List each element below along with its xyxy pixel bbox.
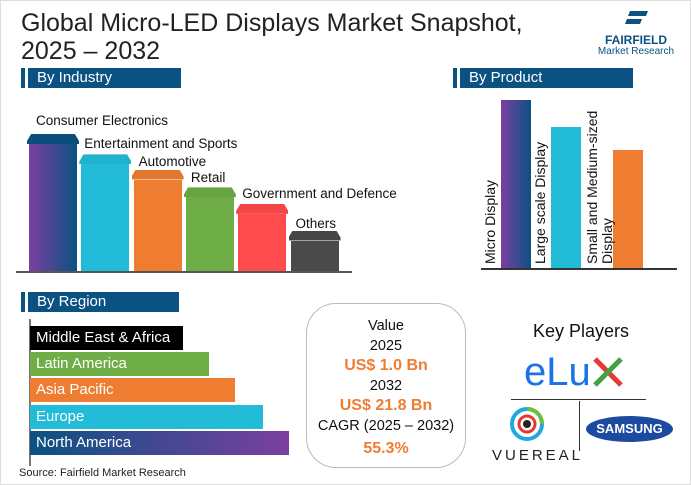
title-line-1: Global Micro-LED Displays Market Snapsho… [21, 9, 523, 37]
region-bar: Asia Pacific [30, 378, 235, 403]
industry-label: Entertainment and Sports [84, 136, 238, 152]
product-bar [551, 126, 581, 268]
vuereal-icon [510, 407, 544, 441]
fairfield-logo-icon [625, 11, 648, 24]
section-header-region: By Region [21, 292, 179, 312]
elux-logo: eLu [524, 351, 625, 393]
value-year-2032: 2032 [369, 378, 403, 394]
industry-bar-cap [236, 203, 289, 214]
region-bar: North America [30, 430, 289, 455]
section-header-product: By Product [453, 68, 633, 88]
product-label: Large scale Display [532, 141, 548, 264]
industry-bar [288, 230, 341, 271]
industry-bar [27, 134, 79, 271]
players-divider [511, 399, 646, 400]
product-bar [613, 150, 643, 268]
source-note: Source: Fairfield Market Research [19, 467, 186, 479]
industry-bar [236, 203, 289, 271]
industry-label: Others [295, 215, 337, 231]
industry-bar-cap [79, 154, 132, 165]
cagr-value: 55.3% [363, 440, 409, 457]
industry-bar [131, 169, 184, 271]
product-bar [501, 100, 531, 268]
value-year-2025: 2025 [369, 338, 403, 354]
region-bar: Europe [30, 404, 264, 429]
value-2032: US$ 21.8 Bn [339, 397, 433, 414]
logo-sub: Market Research [597, 46, 675, 57]
players-divider-vertical [579, 401, 580, 451]
region-bar: Latin America [30, 352, 209, 377]
industry-label: Government and Defence [242, 185, 397, 201]
industry-label: Consumer Electronics [36, 113, 169, 128]
industry-bar-cap [288, 230, 341, 241]
vuereal-logo: VUEREAL [492, 447, 584, 464]
key-players-title: Key Players [532, 321, 630, 341]
product-label: Micro Display [482, 179, 498, 264]
industry-label: Automotive [138, 153, 207, 169]
region-axis [29, 319, 31, 466]
logo-name: FAIRFIELD [605, 33, 667, 47]
value-label: Value [367, 318, 404, 334]
industry-bar [183, 187, 236, 271]
product-label: Small and Medium-sized Display [584, 110, 615, 264]
value-box: Value 2025 US$ 1.0 Bn 2032 US$ 21.8 Bn C… [306, 303, 466, 468]
elux-x-icon [592, 357, 623, 387]
industry-bar [79, 154, 132, 271]
title-line-2: 2025 – 2032 [21, 37, 161, 65]
industry-bar-cap [27, 134, 79, 144]
section-header-industry: By Industry [21, 68, 181, 88]
elux-text: eLu [524, 350, 591, 394]
fairfield-logo: FAIRFIELD Market Research [591, 9, 681, 57]
industry-bar-cap [131, 169, 184, 180]
samsung-logo: SAMSUNG [586, 416, 673, 442]
industry-label: Retail [190, 170, 226, 186]
page-title: Global Micro-LED Displays Market Snapsho… [21, 9, 523, 65]
product-axis [481, 268, 677, 270]
value-2025: US$ 1.0 Bn [344, 357, 428, 374]
cagr-label: CAGR (2025 – 2032) [317, 418, 455, 434]
region-bar: Middle East & Africa [30, 326, 183, 350]
industry-axis [16, 271, 352, 273]
industry-bar-cap [183, 187, 236, 198]
